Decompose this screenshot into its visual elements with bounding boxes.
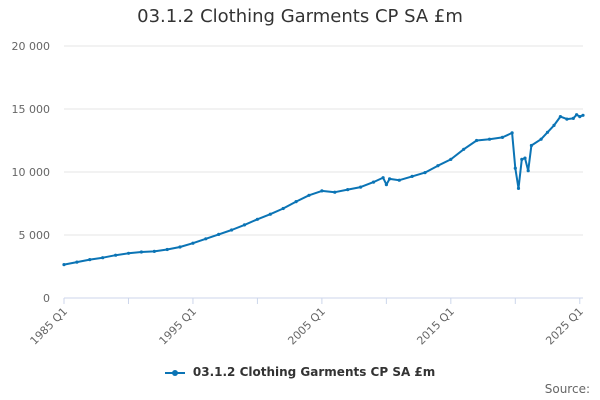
data-point	[571, 116, 575, 120]
y-tick-label: 5 000	[19, 229, 51, 242]
data-point	[539, 137, 543, 141]
data-point	[500, 135, 504, 139]
data-point	[523, 156, 527, 160]
x-tick-label: 1995 Q1	[157, 305, 200, 348]
data-point	[101, 256, 105, 260]
data-point	[333, 190, 337, 194]
data-point	[126, 251, 131, 255]
data-point	[204, 237, 208, 241]
data-point	[397, 178, 401, 182]
data-point	[139, 250, 143, 254]
data-point	[410, 174, 414, 178]
data-point	[384, 183, 388, 187]
data-point	[294, 200, 298, 204]
data-point	[552, 123, 556, 127]
data-point	[513, 166, 517, 170]
y-tick-label: 20 000	[12, 40, 51, 53]
data-point	[371, 180, 376, 184]
series-line	[63, 113, 584, 266]
data-point	[152, 249, 156, 253]
y-tick-label: 15 000	[12, 103, 51, 116]
x-tick-label: 2005 Q1	[285, 305, 328, 348]
series-layer	[62, 113, 585, 267]
legend-label: 03.1.2 Clothing Garments CP SA £m	[192, 365, 436, 379]
grid-lines	[64, 45, 583, 236]
data-point	[178, 245, 182, 249]
data-point	[242, 223, 247, 227]
x-tick-label: 2025 Q1	[543, 305, 586, 348]
y-tick-label: 0	[43, 292, 50, 305]
data-point	[62, 263, 66, 267]
data-point	[359, 185, 363, 189]
data-point	[529, 143, 534, 148]
x-tick-label: 2015 Q1	[414, 305, 457, 348]
data-point	[255, 217, 259, 221]
chart-title: 03.1.2 Clothing Garments CP SA £m	[137, 6, 463, 27]
data-point	[462, 147, 466, 151]
source-label: Source:	[544, 382, 590, 396]
data-point	[475, 138, 479, 143]
data-point	[520, 157, 524, 161]
data-point	[526, 169, 530, 173]
data-point	[346, 188, 350, 192]
data-point	[565, 117, 569, 121]
legend[interactable]: 03.1.2 Clothing Garments CP SA £m	[0, 365, 600, 379]
data-point	[436, 164, 440, 168]
data-point	[307, 193, 311, 197]
data-point	[191, 241, 195, 245]
data-point	[545, 130, 550, 134]
data-point	[581, 113, 585, 117]
data-point	[381, 176, 385, 180]
x-tick-label: 1985 Q1	[28, 305, 71, 348]
data-point	[230, 228, 234, 232]
data-point	[558, 115, 563, 119]
data-point	[281, 206, 285, 211]
data-point	[510, 131, 514, 135]
data-point	[75, 260, 79, 264]
data-point	[268, 212, 272, 216]
data-point	[320, 189, 324, 193]
data-point	[88, 258, 92, 262]
data-point	[165, 247, 169, 252]
y-axis-ticks: 0 5 000 10 000 15 000 20 000	[12, 40, 51, 305]
data-point	[449, 157, 453, 161]
data-point	[487, 137, 492, 141]
data-point	[388, 177, 392, 181]
data-point	[423, 171, 427, 175]
y-tick-label: 10 000	[12, 166, 51, 179]
data-point	[516, 186, 521, 190]
x-axis: 1985 Q1 1995 Q1 2005 Q1 2015 Q1 2025 Q1	[28, 297, 586, 348]
data-point	[575, 113, 579, 117]
data-point	[217, 232, 221, 236]
data-point	[114, 253, 118, 257]
legend-swatch-icon	[164, 367, 185, 379]
data-point	[578, 115, 582, 119]
